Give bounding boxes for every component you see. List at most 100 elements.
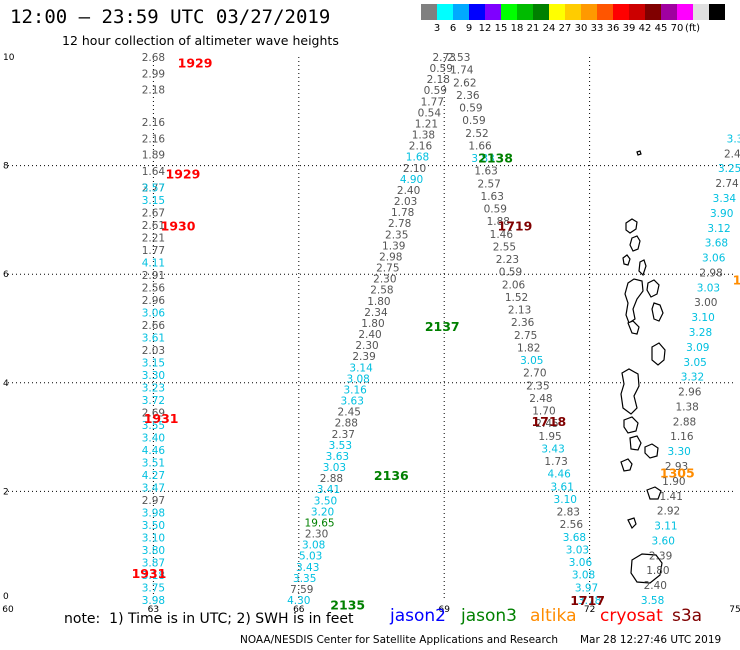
y-tick-label: 2 xyxy=(3,487,9,497)
wave-height-value: 3.68 xyxy=(563,532,586,544)
pass-time-label: 2136 xyxy=(374,468,409,483)
x-tick-label: 63 xyxy=(148,605,159,615)
wave-height-value: 3.08 xyxy=(572,570,595,582)
wave-height-value: 2.23 xyxy=(496,254,519,266)
wave-height-value: 3.28 xyxy=(689,327,712,339)
wave-height-value: 4.11 xyxy=(142,257,165,269)
wave-height-value: 1.77 xyxy=(421,96,444,108)
island-coastline xyxy=(620,458,633,472)
wave-height-value: 4.46 xyxy=(142,445,166,457)
footer-center: NOAA/NESDIS Center for Satellite Applica… xyxy=(240,634,558,646)
pass-time-label: 1717 xyxy=(570,593,605,608)
wave-height-value: 1.90 xyxy=(662,476,685,488)
wave-height-value: 3.58 xyxy=(641,595,664,607)
wave-height-value: 2.36 xyxy=(511,317,535,329)
wave-height-value: 3.41 xyxy=(317,484,340,496)
island-coastline xyxy=(624,278,644,324)
wave-height-value: 3.11 xyxy=(654,521,677,533)
wave-height-value: 1.64 xyxy=(142,166,166,178)
wave-height-value: 2.75 xyxy=(514,330,537,342)
island-coastline xyxy=(651,342,666,366)
colorbar-swatch xyxy=(565,4,581,20)
wave-height-value: 3.34 xyxy=(713,193,737,205)
wave-height-value: 2.40 xyxy=(644,580,667,592)
wave-height-value: 3.60 xyxy=(652,535,675,547)
wave-height-value: 1.63 xyxy=(474,166,497,178)
colorbar-swatch xyxy=(421,4,437,20)
wave-height-value: 2.45 xyxy=(338,407,361,419)
wave-height-value: 3.50 xyxy=(314,495,337,507)
wave-height-value: 1.46 xyxy=(490,229,514,241)
wave-height-value: 2.62 xyxy=(453,77,476,89)
wave-height-value: 3.10 xyxy=(142,532,165,544)
colorbar-label: 30 xyxy=(574,23,588,34)
colorbar-label: 39 xyxy=(622,23,636,34)
wave-height-value: 0.59 xyxy=(499,267,522,279)
wave-height-value: 2.30 xyxy=(373,274,396,286)
island-coastline xyxy=(646,486,662,500)
wave-height-value: 2.30 xyxy=(355,340,378,352)
colorbar-label: 45 xyxy=(654,23,668,34)
wave-height-value: 3.05 xyxy=(520,355,543,367)
page-title: 12:00 — 23:59 UTC 03/27/2019 xyxy=(10,6,331,28)
colorbar-label: 42 xyxy=(638,23,652,34)
wave-height-value: 3.16 xyxy=(343,384,367,396)
colorbar-swatch xyxy=(645,4,661,20)
pass-time-label: 1929 xyxy=(178,55,213,70)
wave-height-value: 2.45 xyxy=(535,418,558,430)
wave-height-value: 3.43 xyxy=(541,443,564,455)
wave-height-value: 2.75 xyxy=(376,263,399,275)
colorbar-swatch xyxy=(517,4,533,20)
legend-jason2: jason2 xyxy=(390,606,446,626)
wave-height-value: 2.58 xyxy=(370,285,393,297)
wave-height-value: 1.80 xyxy=(367,296,390,308)
wave-height-value: 2.48 xyxy=(529,393,552,405)
wave-height-value: 2.35 xyxy=(526,380,549,392)
wave-height-value: 3.83 xyxy=(471,153,494,165)
colorbar-label: 33 xyxy=(590,23,604,34)
wave-height-value: 2.88 xyxy=(673,416,696,428)
wave-height-value: 19.65 xyxy=(305,517,335,529)
wave-height-value: 3.51 xyxy=(142,457,165,469)
island-coastline xyxy=(620,368,640,415)
pass-time-label: 2137 xyxy=(425,319,460,334)
pass-time-label: 1931 xyxy=(144,411,179,426)
wave-height-value: 1.66 xyxy=(468,140,492,152)
colorbar-label: 36 xyxy=(606,23,620,34)
wave-height-value: 1.89 xyxy=(142,150,165,162)
wave-height-value: 3.47 xyxy=(142,482,165,494)
wave-height-value: 2.18 xyxy=(427,74,450,86)
island-coastline xyxy=(646,279,660,298)
wave-height-value: 2.78 xyxy=(388,218,411,230)
wave-height-value: 3.30 xyxy=(142,370,165,382)
wave-height-value: 2.83 xyxy=(557,507,580,519)
wave-height-value: 3.75 xyxy=(142,582,165,594)
wave-height-value: 3.43 xyxy=(296,562,319,574)
wave-height-value: 2.03 xyxy=(394,196,417,208)
wave-height-value: 3.32 xyxy=(681,372,704,384)
pass-time-label: 1931 xyxy=(132,566,167,581)
wave-height-value: 2.37 xyxy=(332,429,355,441)
wave-height-value: 2.52 xyxy=(465,128,488,140)
wave-height-value: 2.91 xyxy=(142,270,165,282)
wave-height-value: 0.59 xyxy=(484,204,507,216)
wave-height-value: 2.16 xyxy=(409,141,433,153)
wave-height-value: 2.4 xyxy=(724,148,740,160)
wave-height-value: 2.18 xyxy=(142,85,165,97)
wave-height-value: 1.88 xyxy=(487,216,510,228)
wave-height-value: 2.39 xyxy=(352,351,375,363)
wave-height-value: 3.25 xyxy=(718,163,740,175)
wave-height-value: 3.08 xyxy=(302,540,325,552)
wave-height-value: 3.80 xyxy=(142,545,165,557)
colorbar-swatch xyxy=(533,4,549,20)
wave-height-value: 2.36 xyxy=(456,90,480,102)
colorbar-swatch xyxy=(677,4,693,20)
colorbar-label: 3 xyxy=(433,23,441,34)
wave-height-value: 3.00 xyxy=(694,297,717,309)
colorbar-swatch xyxy=(485,4,501,20)
wave-height-value: 3.68 xyxy=(705,238,728,250)
wave-height-value: 2.06 xyxy=(502,279,526,291)
wave-height-value: 1.77 xyxy=(142,245,165,257)
colorbar-swatch xyxy=(597,4,613,20)
wave-height-value: 0.59 xyxy=(462,115,485,127)
